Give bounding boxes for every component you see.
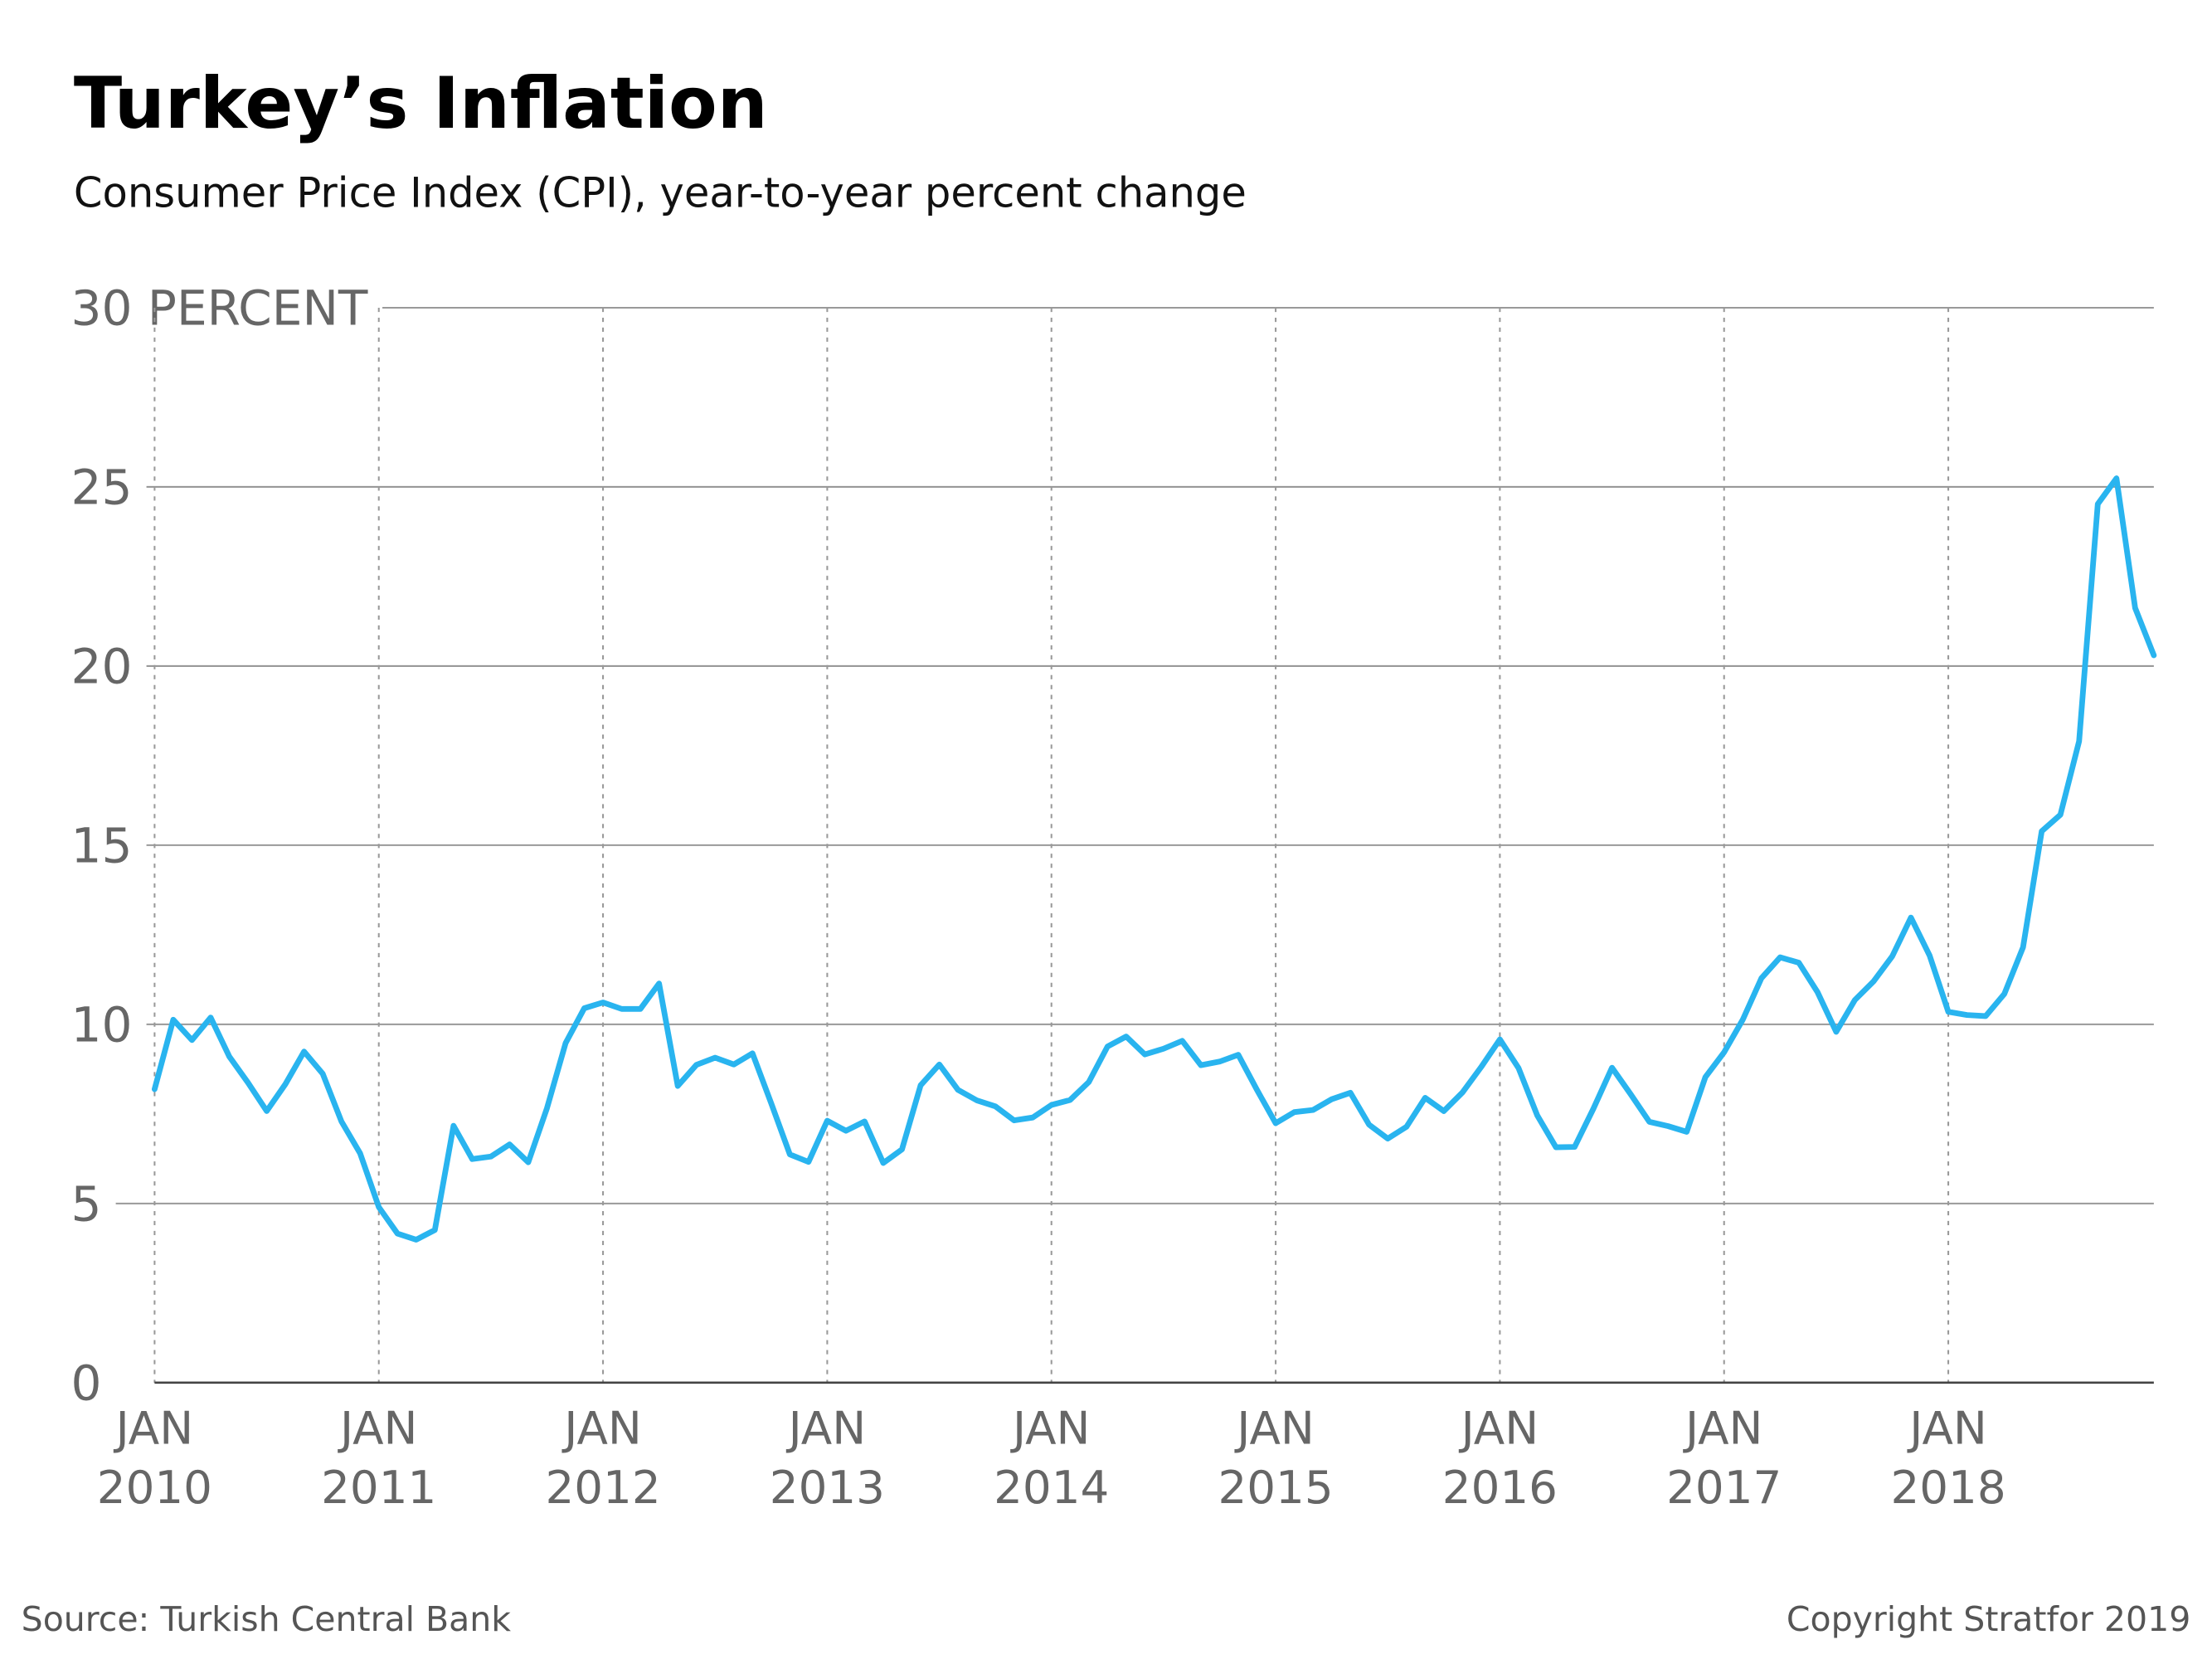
data-line [151,475,2157,1243]
x-tick-label: JAN 2016 [1442,1401,1558,1514]
x-tick-label: JAN 2012 [545,1401,660,1514]
x-tick-label: JAN 2013 [770,1401,885,1514]
y-tick-label: 20 [71,638,133,694]
y-tick-label: 15 [71,817,133,873]
x-tick-label: JAN 2015 [1218,1401,1333,1514]
y-tick-label: 25 [71,459,133,515]
x-tick-label: JAN 2017 [1666,1401,1782,1514]
y-tick-label: 5 [71,1175,102,1232]
copyright: Copyright Stratfor 2019 [1787,1599,2190,1639]
y-tick-label: 10 [71,996,133,1053]
y-tick-label: 30 PERCENT [71,280,368,336]
x-tick-label: JAN 2014 [994,1401,1109,1514]
x-tick-label: JAN 2010 [97,1401,212,1514]
source: Source: Turkish Central Bank [22,1599,512,1639]
x-tick-label: JAN 2011 [321,1401,436,1514]
y-tick-label: 0 [71,1355,102,1411]
chart-subtitle: Consumer Price Index (CPI), year-to-year… [74,169,1247,217]
x-tick-label: JAN 2018 [1890,1401,2005,1514]
chart-title: Turkey’s Inflation [74,63,768,145]
